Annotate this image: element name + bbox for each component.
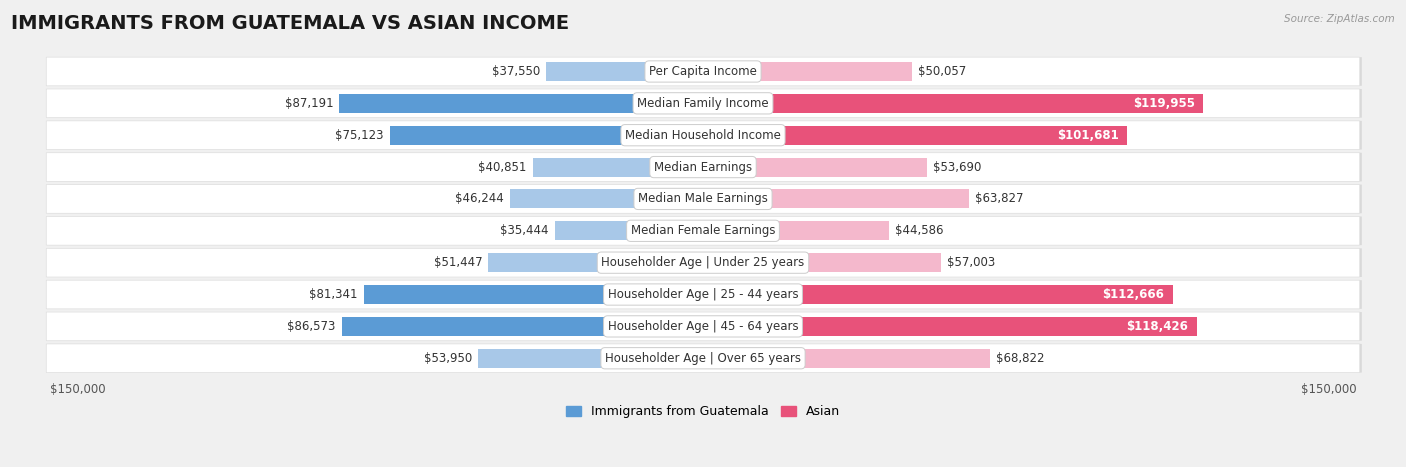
- Bar: [364, 285, 703, 304]
- Text: Median Household Income: Median Household Income: [626, 129, 780, 142]
- Bar: [488, 253, 703, 272]
- Text: Householder Age | 45 - 64 years: Householder Age | 45 - 64 years: [607, 320, 799, 333]
- Text: $37,550: $37,550: [492, 65, 540, 78]
- Bar: [703, 253, 941, 272]
- Text: Median Family Income: Median Family Income: [637, 97, 769, 110]
- Bar: [703, 285, 1173, 304]
- Text: Source: ZipAtlas.com: Source: ZipAtlas.com: [1284, 14, 1395, 24]
- Text: $68,822: $68,822: [997, 352, 1045, 365]
- Bar: [703, 221, 889, 241]
- Bar: [703, 126, 1128, 145]
- Bar: [389, 126, 703, 145]
- FancyBboxPatch shape: [48, 280, 1362, 309]
- Text: Householder Age | 25 - 44 years: Householder Age | 25 - 44 years: [607, 288, 799, 301]
- Text: Householder Age | Under 25 years: Householder Age | Under 25 years: [602, 256, 804, 269]
- Text: Median Female Earnings: Median Female Earnings: [631, 224, 775, 237]
- Text: $53,690: $53,690: [934, 161, 981, 174]
- Text: $57,003: $57,003: [946, 256, 995, 269]
- Text: $53,950: $53,950: [423, 352, 472, 365]
- Bar: [703, 62, 911, 81]
- FancyBboxPatch shape: [46, 280, 1360, 309]
- Text: $50,057: $50,057: [918, 65, 966, 78]
- FancyBboxPatch shape: [46, 312, 1360, 341]
- Text: $112,666: $112,666: [1102, 288, 1164, 301]
- Text: $86,573: $86,573: [287, 320, 336, 333]
- Text: $51,447: $51,447: [433, 256, 482, 269]
- Text: $118,426: $118,426: [1126, 320, 1188, 333]
- FancyBboxPatch shape: [48, 248, 1362, 277]
- Text: $101,681: $101,681: [1057, 129, 1119, 142]
- Bar: [703, 349, 990, 368]
- Text: Householder Age | Over 65 years: Householder Age | Over 65 years: [605, 352, 801, 365]
- Text: $35,444: $35,444: [501, 224, 548, 237]
- FancyBboxPatch shape: [46, 248, 1360, 277]
- Text: Median Male Earnings: Median Male Earnings: [638, 192, 768, 205]
- FancyBboxPatch shape: [48, 121, 1362, 149]
- Bar: [478, 349, 703, 368]
- Bar: [703, 317, 1197, 336]
- Bar: [342, 317, 703, 336]
- Text: Per Capita Income: Per Capita Income: [650, 65, 756, 78]
- FancyBboxPatch shape: [46, 89, 1360, 118]
- FancyBboxPatch shape: [46, 344, 1360, 373]
- FancyBboxPatch shape: [46, 184, 1360, 213]
- Bar: [547, 62, 703, 81]
- Text: $81,341: $81,341: [309, 288, 357, 301]
- Text: $46,244: $46,244: [456, 192, 503, 205]
- Bar: [703, 190, 969, 208]
- Bar: [339, 94, 703, 113]
- Text: $63,827: $63,827: [976, 192, 1024, 205]
- FancyBboxPatch shape: [46, 57, 1360, 86]
- FancyBboxPatch shape: [48, 184, 1362, 213]
- Text: $87,191: $87,191: [284, 97, 333, 110]
- FancyBboxPatch shape: [46, 121, 1360, 149]
- FancyBboxPatch shape: [48, 57, 1362, 86]
- Text: $44,586: $44,586: [896, 224, 943, 237]
- Bar: [703, 157, 927, 177]
- FancyBboxPatch shape: [48, 153, 1362, 181]
- FancyBboxPatch shape: [48, 89, 1362, 118]
- FancyBboxPatch shape: [46, 217, 1360, 245]
- Text: Median Earnings: Median Earnings: [654, 161, 752, 174]
- FancyBboxPatch shape: [48, 312, 1362, 341]
- Legend: Immigrants from Guatemala, Asian: Immigrants from Guatemala, Asian: [561, 400, 845, 423]
- Bar: [555, 221, 703, 241]
- FancyBboxPatch shape: [46, 153, 1360, 181]
- FancyBboxPatch shape: [48, 217, 1362, 245]
- Bar: [703, 94, 1204, 113]
- Text: $40,851: $40,851: [478, 161, 526, 174]
- Bar: [510, 190, 703, 208]
- Text: IMMIGRANTS FROM GUATEMALA VS ASIAN INCOME: IMMIGRANTS FROM GUATEMALA VS ASIAN INCOM…: [11, 14, 569, 33]
- Text: $119,955: $119,955: [1133, 97, 1195, 110]
- Text: $75,123: $75,123: [335, 129, 384, 142]
- FancyBboxPatch shape: [48, 344, 1362, 373]
- Bar: [533, 157, 703, 177]
